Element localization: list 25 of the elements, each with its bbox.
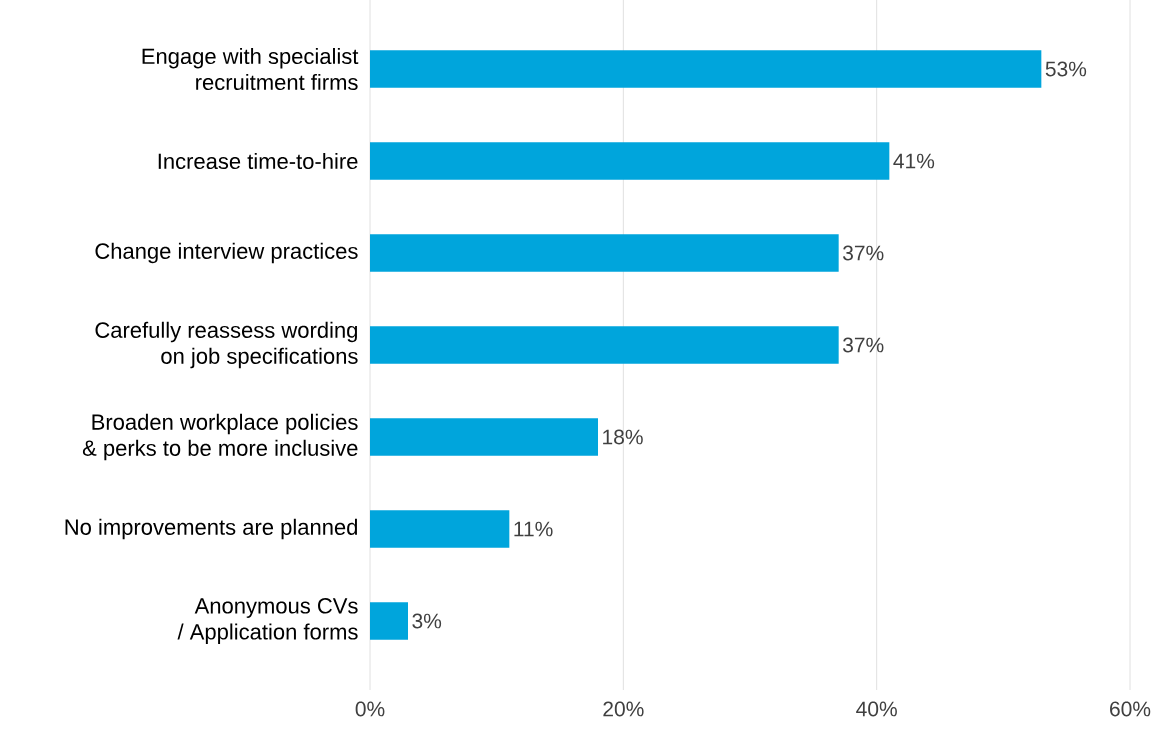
y-tick-label: Engage with specialist recruitment firms bbox=[142, 47, 359, 91]
y-tick-label: Anonymous CVs / Application forms bbox=[177, 598, 358, 644]
bar bbox=[370, 142, 890, 180]
x-tick-label: 60% bbox=[1110, 701, 1151, 717]
data-label: 37% bbox=[842, 245, 884, 261]
data-label: 3% bbox=[412, 613, 442, 629]
x-tick-label: 20% bbox=[603, 701, 644, 717]
y-tick-label: Increase time-to-hire bbox=[158, 152, 358, 170]
x-tick-label: 40% bbox=[856, 701, 897, 717]
data-label: 11% bbox=[514, 521, 553, 537]
bar bbox=[370, 510, 510, 548]
bar bbox=[370, 418, 598, 456]
data-label: 37% bbox=[842, 337, 884, 353]
bar bbox=[370, 50, 1042, 88]
y-tick-label: Broaden workplace policies & perks to be more inclusive bbox=[82, 413, 358, 461]
y-tick-label: Carefully reassess wording on job specifications bbox=[95, 321, 358, 369]
x-tick-label: 0% bbox=[355, 701, 385, 717]
bar bbox=[370, 234, 839, 272]
data-label: 53% bbox=[1045, 61, 1087, 77]
bar bbox=[370, 326, 839, 364]
bar bbox=[370, 602, 408, 640]
data-label: 41% bbox=[893, 153, 935, 169]
y-tick-label: Change interview practices bbox=[95, 242, 358, 264]
data-label: 18% bbox=[603, 429, 643, 445]
y-tick-label: No improvements are planned bbox=[65, 518, 357, 540]
